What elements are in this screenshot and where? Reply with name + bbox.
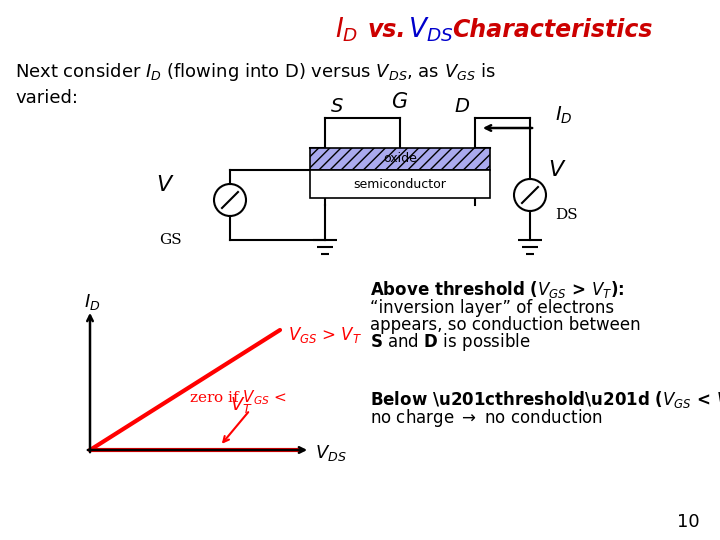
- Text: vs.: vs.: [368, 18, 407, 42]
- Text: $\mathit{V}_{DS}$: $\mathit{V}_{DS}$: [315, 443, 346, 463]
- Text: $\mathit{I}_D$: $\mathit{I}_D$: [84, 292, 100, 312]
- Text: $\mathit{S}$: $\mathit{S}$: [330, 98, 343, 116]
- Text: $\mathit{D}$: $\mathit{D}$: [454, 98, 470, 116]
- Text: $\mathit{V}_T$: $\mathit{V}_T$: [230, 395, 253, 415]
- Text: Next consider $\mathit{I}_D$ (flowing into D) versus $\mathit{V}_{DS}$, as $\mat: Next consider $\mathit{I}_D$ (flowing in…: [15, 61, 496, 83]
- Text: semiconductor: semiconductor: [354, 178, 446, 191]
- Text: varied:: varied:: [15, 89, 78, 107]
- Text: Above threshold ($\mathit{V}_{GS}$ > $\mathit{V}_T$):: Above threshold ($\mathit{V}_{GS}$ > $\m…: [370, 280, 624, 300]
- Text: DS: DS: [555, 208, 577, 222]
- Text: no charge $\rightarrow$ no conduction: no charge $\rightarrow$ no conduction: [370, 407, 603, 429]
- Text: $\mathit{I}_D$: $\mathit{I}_D$: [555, 105, 572, 126]
- Text: $\mathit{G}$: $\mathit{G}$: [392, 92, 408, 112]
- Text: $\mathit{V}$: $\mathit{V}$: [548, 159, 567, 181]
- Text: “inversion layer” of electrons: “inversion layer” of electrons: [370, 299, 614, 317]
- Text: oxide: oxide: [383, 152, 417, 165]
- Text: Below \u201cthreshold\u201d ($\mathit{V}_{GS}$ < $\mathit{V}_T$):: Below \u201cthreshold\u201d ($\mathit{V}…: [370, 389, 720, 410]
- Text: zero if $\mathit{V}_{GS}$ <: zero if $\mathit{V}_{GS}$ <: [189, 389, 287, 407]
- Text: Characteristics: Characteristics: [452, 18, 652, 42]
- Text: $\mathit{V}_{DS}$: $\mathit{V}_{DS}$: [408, 16, 454, 44]
- Bar: [310, 148, 490, 170]
- Bar: [310, 170, 490, 198]
- Text: $\mathit{V}_{GS}$ > $\mathit{V}_T$: $\mathit{V}_{GS}$ > $\mathit{V}_T$: [288, 325, 362, 345]
- Text: 10: 10: [678, 513, 700, 531]
- Text: $\mathit{I}_D$: $\mathit{I}_D$: [335, 16, 358, 44]
- Text: GS: GS: [159, 233, 182, 247]
- Text: appears, so conduction between: appears, so conduction between: [370, 316, 641, 334]
- Text: $\mathbf{S}$ and $\mathbf{D}$ is possible: $\mathbf{S}$ and $\mathbf{D}$ is possibl…: [370, 331, 531, 353]
- Text: $\mathit{V}$: $\mathit{V}$: [156, 174, 175, 196]
